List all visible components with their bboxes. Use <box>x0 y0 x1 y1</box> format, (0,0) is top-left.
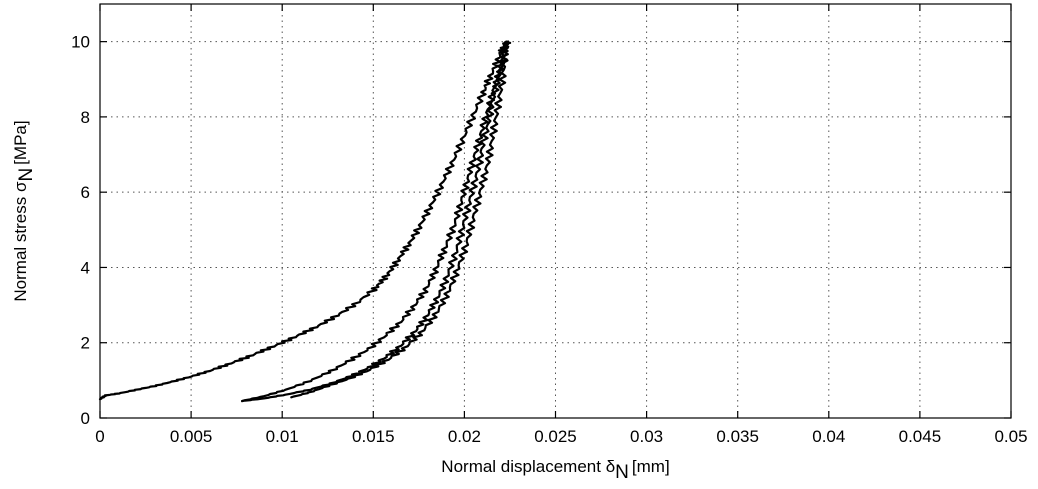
series-line-4 <box>290 40 509 399</box>
y-axis-label-main: Normal stress σ <box>11 181 30 302</box>
y-axis-label-unit: [MPa] <box>11 120 30 164</box>
x-tick-label: 0.025 <box>534 427 577 446</box>
y-tick-label: 4 <box>81 258 90 277</box>
series-lines <box>98 40 512 403</box>
y-axis-label: Normal stress σN [MPa] <box>11 120 37 301</box>
tick-marks <box>99 4 1012 419</box>
y-tick-label: 8 <box>81 108 90 127</box>
plot-frame <box>99 3 1012 419</box>
y-tick-labels: 0 2 4 6 8 10 <box>71 33 90 428</box>
x-tick-label: 0.015 <box>352 427 395 446</box>
x-tick-labels: 0 0.005 0.01 0.015 0.02 0.025 0.03 0.035 0.04 0.0… <box>95 427 1027 446</box>
x-tick-label: 0.005 <box>170 427 213 446</box>
x-tick-label: 0.01 <box>266 427 299 446</box>
x-axis-label: Normal displacement δN [mm] <box>441 457 669 483</box>
x-tick-label: 0.04 <box>812 427 845 446</box>
x-tick-label: 0.02 <box>448 427 481 446</box>
x-axis-label-unit: [mm] <box>632 457 670 476</box>
x-axis-label-main: Normal displacement δ <box>441 457 615 476</box>
series-line-1 <box>98 40 512 401</box>
y-axis-label-sub: N <box>16 168 37 182</box>
x-tick-label: 0.035 <box>716 427 759 446</box>
y-tick-label: 6 <box>81 183 90 202</box>
x-tick-label: 0.03 <box>630 427 663 446</box>
x-tick-label: 0.05 <box>994 427 1027 446</box>
series-line-2 <box>241 40 510 403</box>
y-tick-label: 2 <box>81 334 90 353</box>
x-tick-label: 0.045 <box>899 427 942 446</box>
y-tick-label: 0 <box>81 409 90 428</box>
y-tick-label: 10 <box>71 33 90 52</box>
x-axis-label-sub: N <box>615 462 629 483</box>
grid-lines <box>100 4 1011 418</box>
x-tick-label: 0 <box>95 427 104 446</box>
